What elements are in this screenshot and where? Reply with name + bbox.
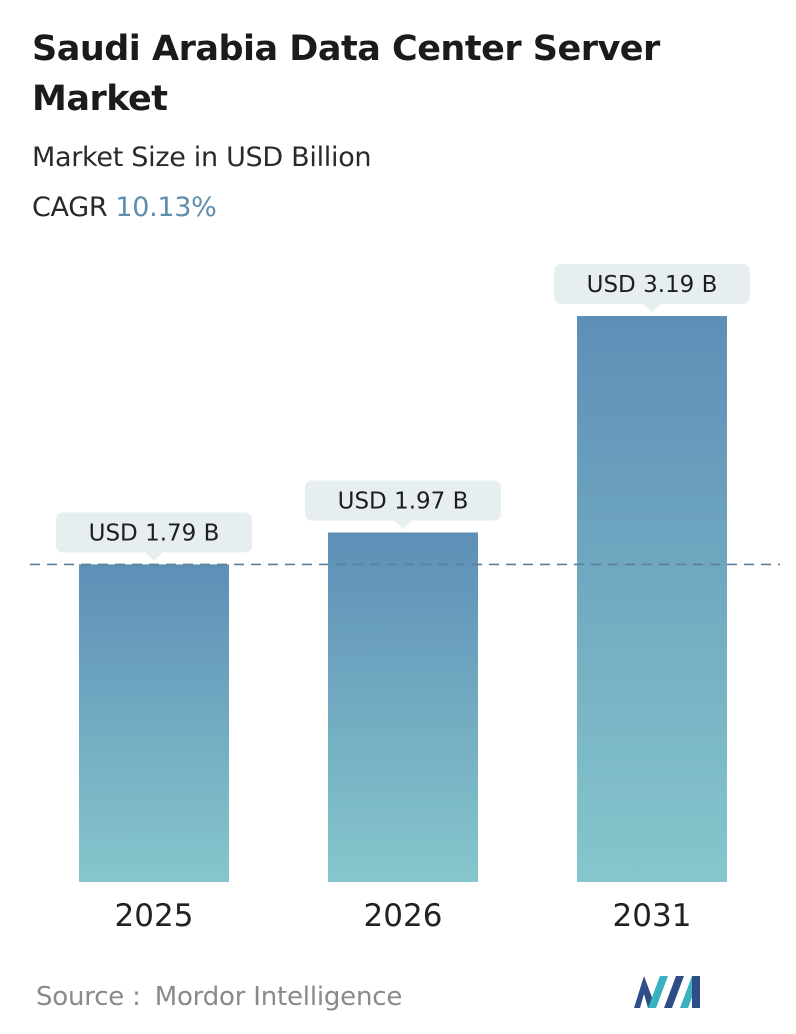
x-tick-label-2025: 2025 bbox=[115, 898, 194, 934]
data-label-pointer bbox=[145, 552, 163, 561]
x-tick-label-2026: 2026 bbox=[364, 898, 443, 934]
data-label-text: USD 3.19 B bbox=[587, 272, 718, 298]
data-label-background bbox=[56, 512, 252, 553]
chart-title: Saudi Arabia Data Center Server Market bbox=[32, 29, 660, 119]
data-label-text: USD 1.79 B bbox=[89, 520, 220, 546]
bar-2031 bbox=[577, 316, 727, 882]
labels-layer: USD 1.79 B 2025 USD 1.97 B 2026 USD 3.19 B 20… bbox=[56, 264, 750, 934]
data-label-2025: USD 1.79 B bbox=[56, 512, 252, 561]
bars-layer bbox=[79, 316, 727, 882]
source-name: Mordor Intelligence bbox=[154, 982, 403, 1012]
mordor-intelligence-logo-icon bbox=[634, 976, 700, 1008]
chart-subtitle: Market Size in USD Billion bbox=[32, 142, 372, 173]
bar-2025 bbox=[79, 564, 229, 882]
cagr-value: 10.13% bbox=[115, 192, 217, 223]
data-label-text: USD 1.97 B bbox=[338, 488, 469, 514]
data-label-pointer bbox=[643, 304, 661, 312]
data-label-pointer bbox=[394, 520, 412, 529]
cagr-row: CAGR 10.13% bbox=[32, 188, 217, 228]
source-label: Source : bbox=[36, 982, 141, 1012]
x-tick-label-2031: 2031 bbox=[613, 898, 692, 934]
data-label-background bbox=[305, 480, 501, 521]
source-footer: Source : Mordor Intelligence bbox=[36, 978, 402, 1016]
bar-chart: USD 1.79 B 2025 USD 1.97 B 2026 USD 3.19 B 20… bbox=[30, 264, 780, 934]
cagr-label: CAGR bbox=[32, 192, 108, 223]
bar-2026 bbox=[328, 532, 478, 882]
data-label-background bbox=[554, 264, 750, 304]
data-label-2026: USD 1.97 B bbox=[305, 480, 501, 529]
data-label-2031: USD 3.19 B bbox=[554, 264, 750, 312]
